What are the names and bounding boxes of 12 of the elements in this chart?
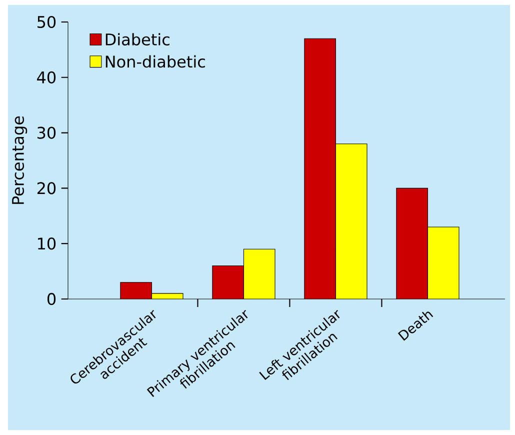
bar bbox=[427, 226, 460, 299]
bar bbox=[336, 144, 367, 299]
y-axis-title: Percentage bbox=[12, 116, 28, 204]
y-tick-label: 10 bbox=[38, 238, 56, 250]
y-tick-label: 50 bbox=[38, 16, 56, 28]
legend-label: Non-diabetic bbox=[106, 55, 205, 68]
y-tick-label: 40 bbox=[37, 71, 56, 84]
y-tick-label: 30 bbox=[37, 126, 56, 139]
legend-label: Diabetic bbox=[106, 33, 170, 46]
bar bbox=[244, 249, 276, 299]
y-tick-label: 0 bbox=[47, 292, 56, 306]
y-tick-label: 20 bbox=[37, 182, 56, 194]
